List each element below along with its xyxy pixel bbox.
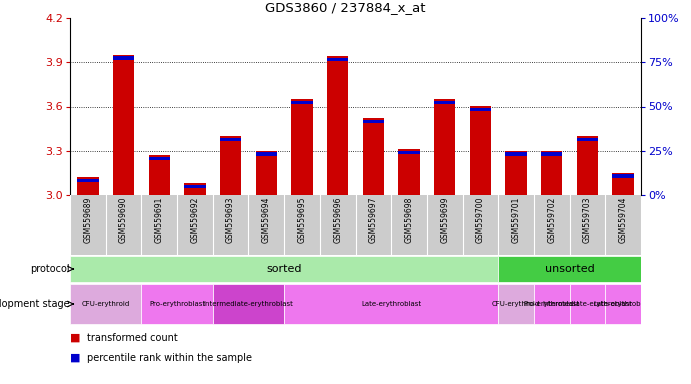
Text: GSM559702: GSM559702 (547, 197, 556, 243)
Bar (142, 284, 213, 324)
Bar (292, 99, 312, 195)
Bar (605, 284, 641, 324)
Bar (612, 174, 634, 178)
Bar (398, 149, 419, 195)
Bar (113, 55, 134, 195)
Bar (149, 157, 170, 160)
Bar (577, 136, 598, 195)
Bar (292, 101, 312, 104)
Text: GSM559693: GSM559693 (226, 197, 235, 243)
Text: GDS3860 / 237884_x_at: GDS3860 / 237884_x_at (265, 1, 426, 14)
Text: GSM559690: GSM559690 (119, 197, 128, 243)
Text: ■: ■ (70, 353, 80, 363)
Bar (470, 108, 491, 111)
Bar (363, 120, 384, 123)
Bar (505, 151, 527, 195)
Text: Late-erythroblast: Late-erythroblast (593, 301, 653, 307)
Bar (541, 151, 562, 195)
Bar (256, 151, 277, 195)
Bar (77, 179, 99, 182)
Text: GSM559694: GSM559694 (262, 197, 271, 243)
Bar (70, 256, 498, 282)
Text: ■: ■ (70, 333, 80, 343)
Text: GSM559704: GSM559704 (618, 197, 627, 243)
Text: GSM559695: GSM559695 (297, 197, 307, 243)
Bar (184, 183, 206, 195)
Bar (505, 152, 527, 156)
Bar (149, 155, 170, 195)
Text: GSM559689: GSM559689 (84, 197, 93, 243)
Text: GSM559703: GSM559703 (583, 197, 592, 243)
Text: Pro-erythroblast: Pro-erythroblast (149, 301, 205, 307)
Text: GSM559699: GSM559699 (440, 197, 449, 243)
Bar (434, 101, 455, 104)
Bar (569, 284, 605, 324)
Text: percentile rank within the sample: percentile rank within the sample (87, 353, 252, 363)
Text: development stage: development stage (0, 299, 70, 309)
Bar (534, 284, 569, 324)
Bar (220, 137, 241, 141)
Bar (77, 177, 99, 195)
Bar (284, 284, 498, 324)
Bar (612, 173, 634, 195)
Bar (327, 56, 348, 195)
Text: CFU-erythroid: CFU-erythroid (82, 301, 130, 307)
Text: unsorted: unsorted (545, 264, 594, 274)
Text: Intermediate-erythroblast: Intermediate-erythroblast (542, 301, 632, 307)
Text: Intermediate-erythroblast: Intermediate-erythroblast (204, 301, 294, 307)
Text: GSM559697: GSM559697 (369, 197, 378, 243)
Bar (327, 58, 348, 61)
Bar (498, 284, 534, 324)
Text: Late-erythroblast: Late-erythroblast (361, 301, 422, 307)
Bar (541, 152, 562, 156)
Bar (113, 56, 134, 60)
Text: GSM559700: GSM559700 (476, 197, 485, 243)
Text: GSM559698: GSM559698 (404, 197, 413, 243)
Bar (70, 284, 142, 324)
Bar (498, 256, 641, 282)
Text: transformed count: transformed count (87, 333, 178, 343)
Bar (363, 118, 384, 195)
Bar (398, 151, 419, 154)
Text: sorted: sorted (266, 264, 302, 274)
Bar (470, 106, 491, 195)
Bar (184, 185, 206, 188)
Text: Pro-erythroblast: Pro-erythroblast (524, 301, 580, 307)
Text: GSM559692: GSM559692 (191, 197, 200, 243)
Bar (577, 137, 598, 141)
Bar (220, 136, 241, 195)
Text: CFU-erythroid: CFU-erythroid (492, 301, 540, 307)
Bar (256, 152, 277, 156)
Text: protocol: protocol (30, 264, 70, 274)
Text: GSM559701: GSM559701 (511, 197, 520, 243)
Bar (434, 99, 455, 195)
Text: GSM559691: GSM559691 (155, 197, 164, 243)
Text: GSM559696: GSM559696 (333, 197, 342, 243)
Bar (213, 284, 284, 324)
